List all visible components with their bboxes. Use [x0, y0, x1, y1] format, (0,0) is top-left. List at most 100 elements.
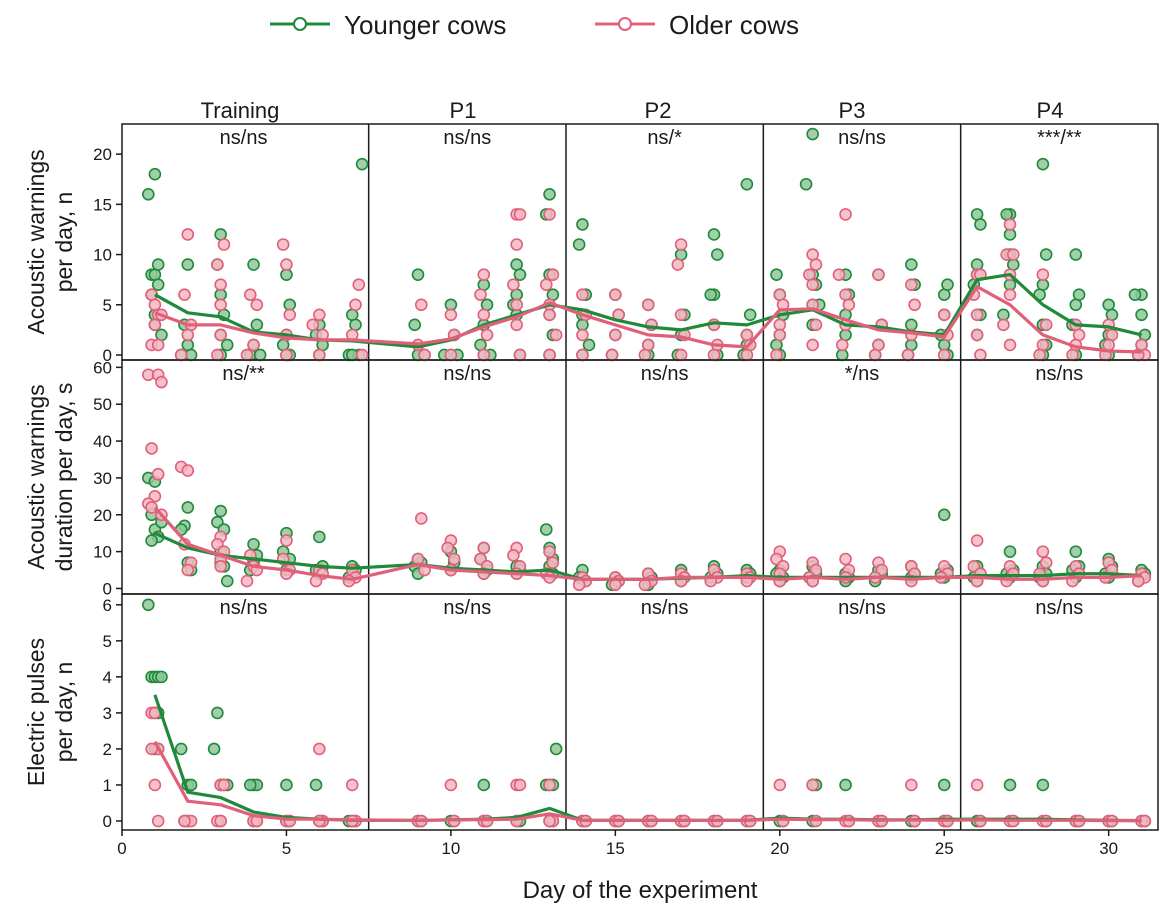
y-axis-label: per day, n — [51, 192, 77, 293]
data-point — [543, 348, 556, 362]
data-point — [217, 238, 231, 251]
y-axis-label: duration per day, s — [51, 383, 77, 572]
data-point — [214, 278, 227, 291]
y-axis-label: per day, n — [51, 662, 77, 763]
significance-annotation: ns/ns — [1035, 597, 1083, 619]
x-axis-label: Day of the experiment — [523, 877, 758, 904]
data-point — [543, 187, 556, 201]
data-point — [313, 742, 326, 756]
data-point — [710, 248, 724, 261]
data-point — [247, 338, 260, 352]
x-tick-label: 15 — [606, 839, 625, 858]
data-point — [207, 742, 221, 756]
data-point — [839, 778, 852, 792]
legend-item-younger[interactable]: Younger cows — [270, 10, 506, 40]
significance-annotation: ns/ns — [838, 127, 886, 149]
data-point — [937, 348, 951, 362]
legend-item-older[interactable]: Older cows — [595, 10, 799, 40]
data-point — [773, 328, 787, 342]
data-point — [181, 328, 195, 342]
data-point — [1039, 248, 1053, 261]
x-tick-label: 0 — [117, 839, 126, 858]
x-tick-label: 20 — [770, 839, 789, 858]
data-point — [974, 218, 987, 231]
data-point — [839, 552, 852, 566]
y-axis-label: Electric pulses — [23, 638, 49, 786]
data-point — [243, 288, 257, 302]
data-point — [211, 706, 224, 720]
data-point — [1135, 308, 1148, 322]
data-point — [605, 348, 619, 362]
data-point — [1036, 268, 1050, 281]
data-point — [477, 348, 491, 362]
data-point — [151, 814, 165, 828]
data-point — [549, 742, 563, 756]
y-tick-label: 1 — [103, 776, 112, 795]
data-point — [220, 574, 234, 588]
data-point — [941, 278, 954, 291]
data-point — [1066, 348, 1079, 362]
data-point — [576, 218, 589, 231]
data-point — [704, 288, 718, 302]
data-point — [770, 348, 783, 362]
significance-annotation: ns/ns — [443, 127, 491, 149]
y-tick-label: 10 — [93, 246, 112, 265]
data-point — [313, 308, 326, 322]
data-point — [507, 549, 520, 562]
data-point — [313, 814, 326, 828]
data-point — [773, 778, 787, 792]
data-point — [181, 228, 195, 241]
data-point — [148, 318, 162, 332]
data-point — [1006, 248, 1020, 261]
data-point — [872, 268, 885, 281]
data-point — [770, 268, 783, 281]
data-point — [250, 318, 264, 332]
data-point — [1069, 298, 1083, 312]
data-point — [674, 238, 688, 251]
data-point — [441, 541, 454, 555]
data-point — [572, 578, 586, 592]
data-point — [539, 278, 553, 291]
data-point — [313, 530, 326, 544]
data-point — [345, 778, 359, 792]
significance-annotation: ns/ns — [220, 597, 268, 619]
data-point — [997, 318, 1010, 332]
data-point — [970, 778, 984, 792]
data-point — [1039, 318, 1053, 332]
x-tick-label: 30 — [1099, 839, 1118, 858]
data-point — [842, 298, 856, 312]
data-point — [240, 574, 254, 588]
data-point — [181, 258, 195, 271]
data-point — [151, 338, 165, 352]
data-point — [240, 348, 254, 362]
data-point — [543, 208, 556, 221]
y-tick-label: 5 — [103, 296, 112, 315]
data-point — [306, 318, 320, 332]
data-point — [474, 288, 487, 302]
panel-3: 0 1 2 3 4 5 6 0 5 10 15 20 25 30 Electric pulses per da… — [23, 593, 1159, 858]
data-point — [181, 563, 195, 577]
data-point — [247, 537, 260, 551]
data-point — [576, 328, 589, 342]
data-point — [970, 328, 984, 342]
period-label-p2: P2 — [645, 98, 672, 123]
data-point — [546, 556, 560, 569]
data-point — [638, 578, 652, 592]
data-point — [1069, 248, 1083, 261]
data-point — [280, 258, 293, 271]
data-point — [181, 501, 195, 514]
panel-2: 0 10 20 30 40 50 60 Acoustic warnings duration p… — [23, 358, 1159, 598]
data-point — [549, 328, 563, 342]
data-point — [250, 298, 264, 312]
data-point — [477, 308, 491, 322]
period-label-p4: P4 — [1037, 98, 1064, 123]
data-point — [280, 778, 293, 792]
data-point — [1033, 348, 1046, 362]
data-point — [411, 268, 425, 281]
data-point — [905, 778, 918, 792]
data-point — [905, 278, 918, 291]
data-point — [609, 328, 622, 342]
data-point — [707, 348, 721, 362]
significance-annotation: ns/** — [222, 363, 264, 385]
